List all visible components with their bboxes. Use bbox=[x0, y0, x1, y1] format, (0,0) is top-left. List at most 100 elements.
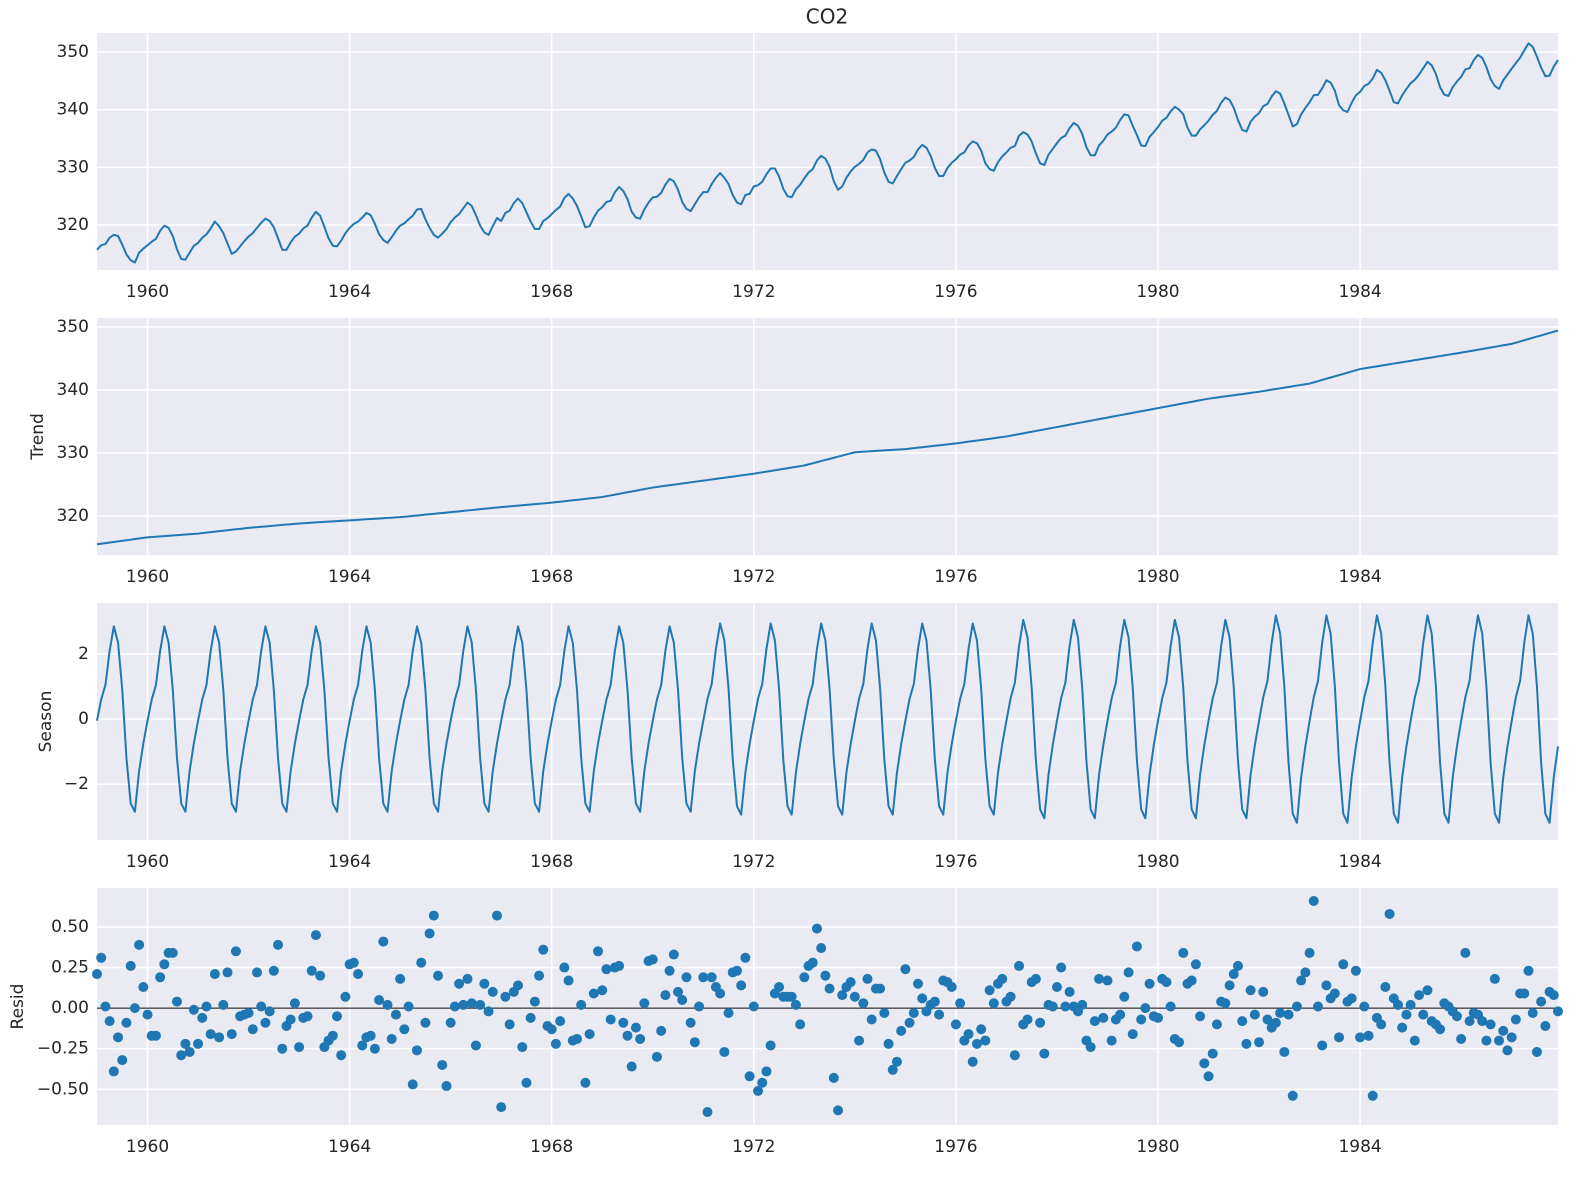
x-tick-label: 1984 bbox=[1338, 852, 1381, 872]
scatter-point bbox=[971, 1038, 982, 1049]
scatter-point bbox=[883, 1038, 894, 1049]
scatter-point bbox=[310, 930, 321, 941]
scatter-point bbox=[913, 978, 924, 989]
scatter-point bbox=[685, 1017, 696, 1028]
scatter-point bbox=[1300, 967, 1311, 978]
scatter-point bbox=[980, 1035, 991, 1046]
scatter-point bbox=[125, 960, 136, 971]
scatter-point bbox=[428, 910, 439, 921]
scatter-point bbox=[357, 1040, 368, 1051]
scatter-point bbox=[1506, 1032, 1517, 1043]
scatter-point bbox=[1548, 990, 1559, 1001]
scatter-point bbox=[1203, 1071, 1214, 1082]
scatter-point bbox=[786, 991, 797, 1002]
scatter-point bbox=[113, 1032, 124, 1043]
scatter-point bbox=[386, 1033, 397, 1044]
scatter-point bbox=[411, 1045, 422, 1056]
y-tick-label: −2 bbox=[64, 774, 89, 794]
scatter-point bbox=[946, 982, 957, 993]
scatter-point bbox=[984, 985, 995, 996]
x-tick-label: 1972 bbox=[732, 282, 775, 302]
scatter-point bbox=[462, 973, 473, 984]
scatter-point bbox=[188, 1004, 199, 1015]
x-tick-label: 1976 bbox=[934, 1137, 977, 1157]
scatter-point bbox=[1077, 999, 1088, 1010]
scatter-point bbox=[601, 964, 612, 975]
scatter-point bbox=[950, 1019, 961, 1030]
scatter-point bbox=[302, 1011, 313, 1022]
scatter-point bbox=[1131, 941, 1142, 952]
scatter-point bbox=[1241, 1038, 1252, 1049]
y-tick-label: 350 bbox=[57, 42, 89, 62]
scatter-point bbox=[479, 978, 490, 989]
x-tick-label: 1964 bbox=[328, 1137, 371, 1157]
x-tick-label: 1968 bbox=[530, 282, 573, 302]
scatter-point bbox=[824, 983, 835, 994]
scatter-point bbox=[656, 1025, 667, 1036]
scatter-point bbox=[576, 999, 587, 1010]
scatter-point bbox=[437, 1059, 448, 1070]
scatter-point bbox=[1195, 1011, 1206, 1022]
scatter-point bbox=[1531, 1046, 1542, 1057]
scatter-point bbox=[917, 993, 928, 1004]
scatter-point bbox=[967, 1056, 978, 1067]
y-tick-label: 320 bbox=[57, 215, 89, 235]
scatter-point bbox=[1228, 969, 1239, 980]
scatter-point bbox=[1523, 965, 1534, 976]
scatter-point bbox=[1051, 982, 1062, 993]
scatter-point bbox=[1039, 1048, 1050, 1059]
scatter-point bbox=[521, 1077, 532, 1088]
scatter-point bbox=[121, 1017, 132, 1028]
scatter-point bbox=[382, 999, 393, 1010]
scatter-point bbox=[108, 1066, 119, 1077]
scatter-point bbox=[571, 1033, 582, 1044]
scatter-point bbox=[790, 999, 801, 1010]
scatter-point bbox=[230, 946, 241, 957]
scatter-point bbox=[500, 991, 511, 1002]
scatter-point bbox=[534, 970, 545, 981]
scatter-point bbox=[1451, 1011, 1462, 1022]
scatter-point bbox=[209, 969, 220, 980]
scatter-point bbox=[593, 946, 604, 957]
scatter-point bbox=[1363, 1030, 1374, 1041]
scatter-point bbox=[1308, 895, 1319, 906]
scatter-point bbox=[92, 969, 102, 980]
scatter-point bbox=[1153, 1012, 1164, 1023]
x-tick-label: 1968 bbox=[530, 852, 573, 872]
scatter-point bbox=[315, 970, 326, 981]
scatter-point bbox=[1401, 1009, 1412, 1020]
scatter-point bbox=[584, 1029, 595, 1040]
x-tick-label: 1980 bbox=[1136, 567, 1179, 587]
scatter-point bbox=[1237, 1016, 1248, 1027]
scatter-point bbox=[689, 1037, 700, 1048]
scatter-point bbox=[731, 965, 742, 976]
x-tick-label: 1964 bbox=[328, 282, 371, 302]
scatter-point bbox=[929, 996, 940, 1007]
scatter-point bbox=[517, 1042, 528, 1053]
scatter-point bbox=[496, 1102, 507, 1113]
scatter-point bbox=[546, 1024, 557, 1035]
scatter-point bbox=[664, 965, 675, 976]
scatter-point bbox=[1119, 991, 1130, 1002]
series-line bbox=[96, 614, 1559, 824]
scatter-point bbox=[340, 991, 351, 1002]
scatter-point bbox=[1296, 975, 1307, 986]
plot-background bbox=[97, 33, 1558, 270]
scatter-point bbox=[222, 967, 233, 978]
y-tick-label: −0.25 bbox=[37, 1039, 89, 1059]
scatter-point bbox=[1190, 959, 1201, 970]
scatter-point bbox=[1384, 908, 1395, 919]
series-line bbox=[96, 329, 1559, 546]
scatter-point bbox=[529, 996, 540, 1007]
scatter-point bbox=[205, 1029, 216, 1040]
scatter-point bbox=[433, 970, 444, 981]
scatter-point bbox=[862, 973, 873, 984]
scatter-point bbox=[1346, 993, 1357, 1004]
scatter-point bbox=[260, 1017, 271, 1028]
scatter-point bbox=[1536, 996, 1547, 1007]
scatter-point bbox=[1460, 947, 1471, 958]
scatter-point bbox=[597, 985, 608, 996]
scatter-point bbox=[525, 1012, 536, 1023]
